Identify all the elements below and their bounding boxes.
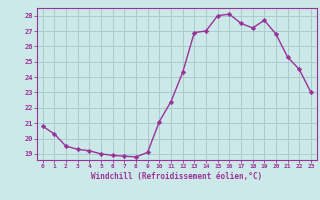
X-axis label: Windchill (Refroidissement éolien,°C): Windchill (Refroidissement éolien,°C) — [91, 172, 262, 181]
